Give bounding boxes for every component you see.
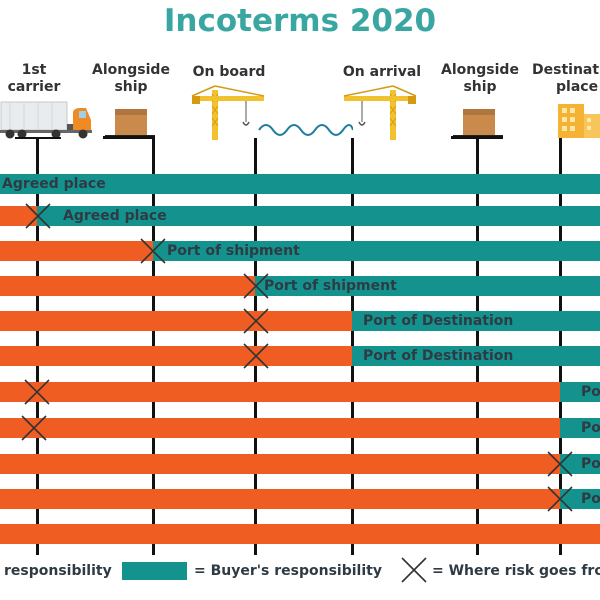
buyer-bar: Port of Destination	[352, 346, 600, 366]
buyer-bar-label: Po	[581, 420, 600, 436]
seller-bar	[0, 276, 255, 296]
column-header-line2: carrier	[7, 79, 61, 95]
building-icon	[558, 104, 600, 138]
column-header-line2: place	[556, 79, 599, 95]
column-header-alongside-ship: Alongside ship	[76, 62, 186, 96]
buyer-bar-label: Agreed place	[2, 176, 106, 192]
column-header-on-board: On board	[174, 64, 284, 81]
incoterm-row: Po	[0, 415, 600, 441]
column-header-line2: ship	[463, 79, 497, 95]
legend-seller-text: responsibility	[4, 563, 112, 579]
seller-bar	[0, 418, 560, 438]
risk-transfer-icon	[24, 379, 50, 405]
buyer-bar: Port of Destination	[352, 311, 600, 331]
column-header-line1: On arrival	[342, 64, 422, 80]
buyer-bar-label: Port of shipment	[264, 278, 397, 294]
column-header-alongside-ship-2: Alongside ship	[425, 62, 535, 96]
buyer-bar: Po	[560, 454, 600, 474]
buyer-bar: Agreed place	[37, 206, 600, 226]
crane-icon	[343, 85, 417, 140]
buyer-bar: Po	[560, 382, 600, 402]
seller-bar	[0, 206, 37, 226]
buyer-bar-label: Port of Destination	[363, 313, 514, 329]
column-header-on-arrival: On arrival	[327, 64, 437, 81]
risk-transfer-icon	[243, 308, 269, 334]
risk-transfer-icon	[21, 415, 47, 441]
column-header-line1: 1st	[21, 62, 47, 78]
column-header-destination-place: Destinati place	[528, 62, 600, 96]
column-header-line1: Destinati	[532, 62, 600, 78]
buyer-bar: Port of shipment	[255, 276, 600, 296]
page-title: Incoterms 2020	[163, 3, 437, 39]
incoterm-row: Port of Destination	[0, 343, 600, 369]
column-header-line1: On board	[192, 64, 266, 80]
legend-risk-icon	[401, 557, 427, 583]
legend-risk-text: = Where risk goes fro	[432, 563, 600, 579]
legend-buyer-swatch	[122, 562, 187, 580]
buyer-bar-label: Po	[581, 384, 600, 400]
seller-bar	[0, 454, 560, 474]
seller-bar	[0, 346, 352, 366]
seller-bar	[0, 489, 560, 509]
risk-transfer-icon	[547, 451, 573, 477]
risk-transfer-icon	[25, 203, 51, 229]
divider	[451, 136, 503, 139]
incoterm-row: Po	[0, 486, 600, 512]
seller-bar	[0, 311, 352, 331]
incoterm-row: Agreed place	[0, 174, 600, 194]
risk-transfer-icon	[243, 343, 269, 369]
column-header-line1: Alongside	[92, 62, 170, 78]
buyer-bar-label: Port of shipment	[167, 243, 300, 259]
incoterm-row: Agreed place	[0, 203, 600, 229]
buyer-bar: Po	[560, 489, 600, 509]
buyer-bar: Agreed place	[0, 174, 600, 194]
incoterm-row	[0, 524, 600, 544]
incoterm-row: Port of shipment	[0, 238, 600, 264]
buyer-bar-label: Po	[581, 456, 600, 472]
column-header-first-carrier: 1st carrier	[0, 62, 89, 96]
buyer-bar-label: Agreed place	[63, 208, 167, 224]
crane-icon	[191, 85, 265, 140]
incoterm-row: Po	[0, 379, 600, 405]
seller-bar	[0, 524, 600, 544]
column-header-line2: ship	[114, 79, 148, 95]
column-header-line1: Alongside	[441, 62, 519, 78]
buyer-bar: Port of shipment	[153, 241, 600, 261]
risk-transfer-icon	[140, 238, 166, 264]
box-icon	[105, 109, 155, 138]
buyer-bar: Po	[560, 418, 600, 438]
incoterm-row: Port of shipment	[0, 273, 600, 299]
truck-icon	[0, 101, 92, 139]
seller-bar	[0, 382, 560, 402]
legend-buyer-text: = Buyer's responsibility	[194, 563, 382, 579]
buyer-bar-label: Port of Destination	[363, 348, 514, 364]
incoterm-row: Port of Destination	[0, 308, 600, 334]
legend: responsibility = Buyer's responsibility …	[0, 557, 600, 587]
buyer-bar-label: Po	[581, 491, 600, 507]
wave-icon	[258, 124, 353, 136]
risk-transfer-icon	[547, 486, 573, 512]
divider	[103, 136, 155, 139]
box-icon	[453, 109, 503, 138]
risk-transfer-icon	[243, 273, 269, 299]
seller-bar	[0, 241, 153, 261]
incoterm-row: Po	[0, 451, 600, 477]
